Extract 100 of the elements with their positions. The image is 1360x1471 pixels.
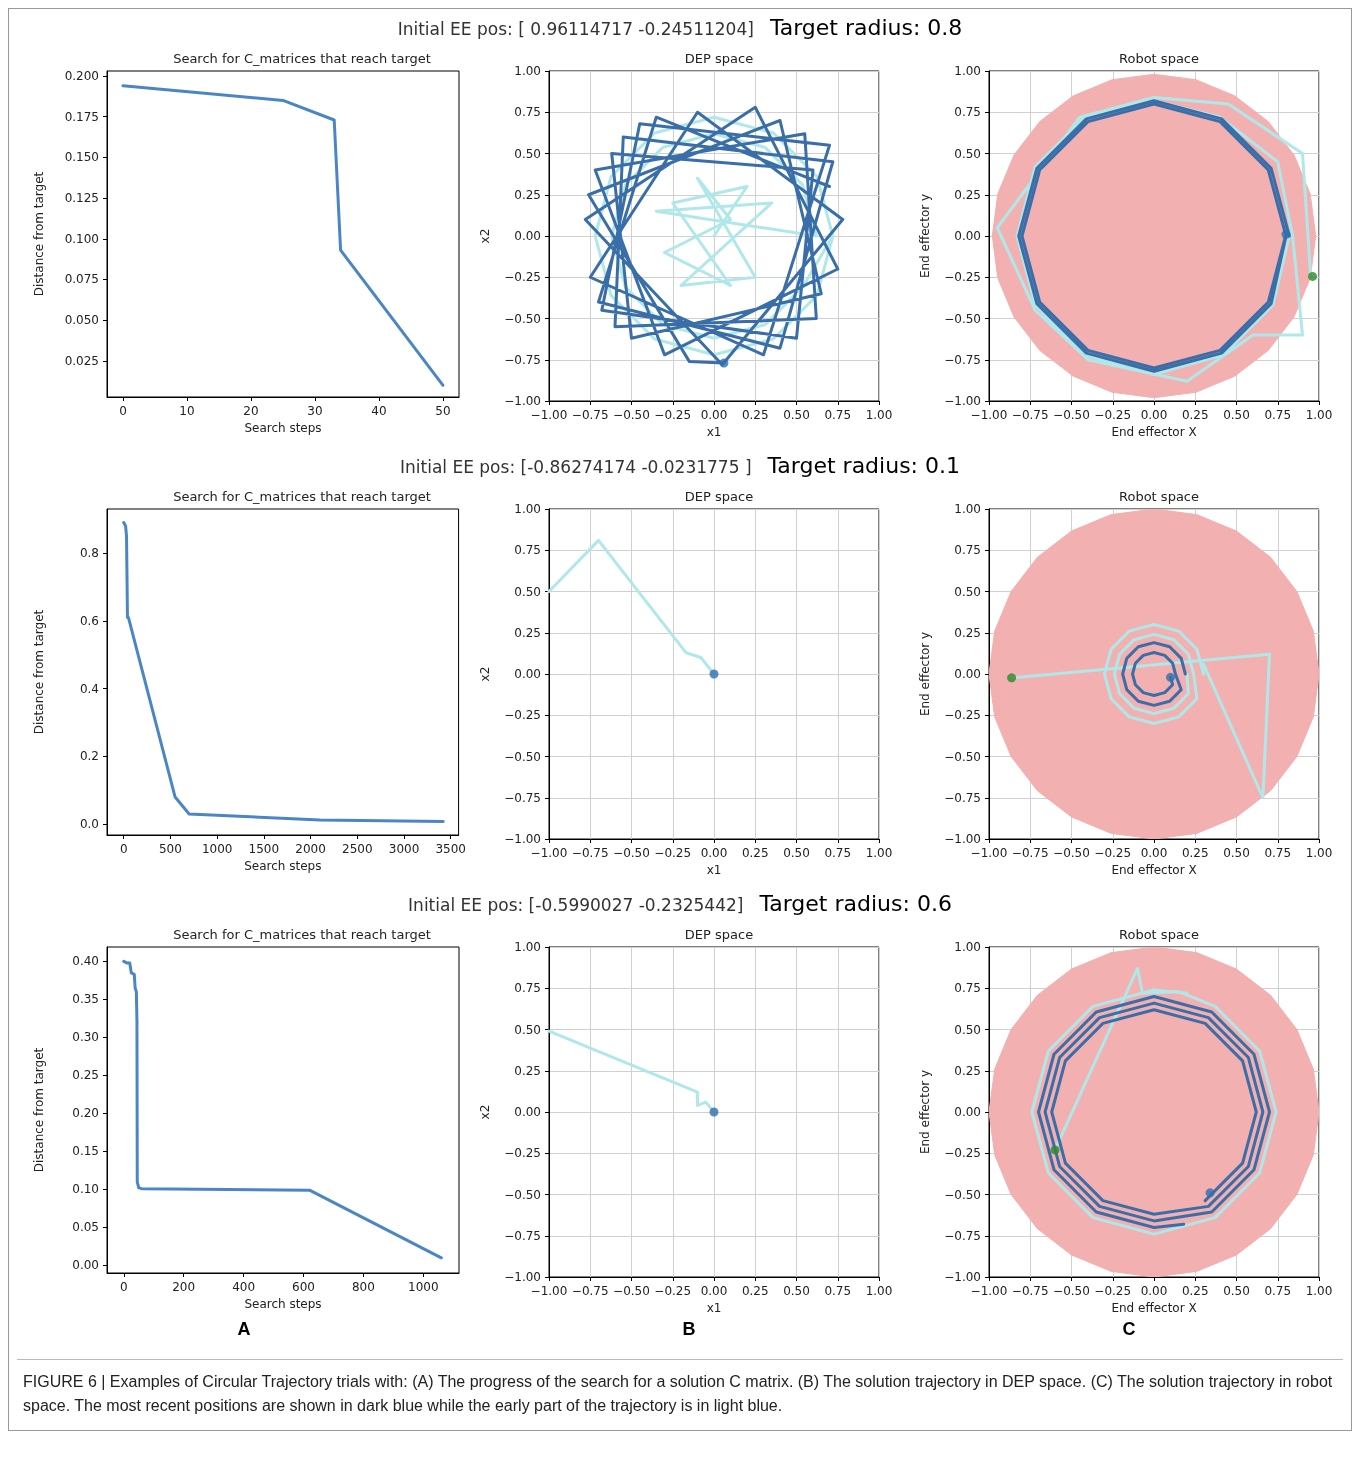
y-tick-label: 0.075	[64, 272, 99, 287]
x-tick-label: 10	[179, 404, 195, 418]
x-tick-label: 2000	[295, 842, 326, 856]
x-tick-label: 0.00	[1140, 846, 1168, 860]
x-tick-label: −0.75	[1011, 1284, 1049, 1298]
y-tick-label: 1.00	[514, 940, 541, 954]
x-tick-label: 400	[232, 1280, 256, 1294]
y-tick-label: −0.75	[504, 1228, 541, 1243]
chart-title: Robot space	[1119, 51, 1199, 66]
y-tick-label: 0.050	[64, 313, 99, 328]
y-tick-label: 0.30	[72, 1030, 99, 1045]
y-tick-label: 0.0	[79, 817, 99, 832]
x-tick-label: −0.50	[613, 846, 650, 860]
x-tick-label: −0.75	[571, 408, 609, 422]
line-series	[1037, 995, 1271, 1229]
x-tick-label: 0.25	[741, 846, 769, 860]
y-axis-title: Distance from target	[32, 171, 46, 297]
y-tick-label: −0.25	[944, 1146, 981, 1161]
caption: FIGURE 6 | Examples of Circular Trajectory trials with: (A) The progress of the search for a solution C matrix. (B) The solution trajectory in DEP space. (C) The solution trajectory in robot space. The most recent positions are shown in dark blue while the early part of the trajectory is in light blue.	[23, 1372, 1334, 1416]
y-tick-label: 0.00	[954, 667, 981, 681]
y-tick-label: 0.75	[514, 105, 541, 120]
x-tick-label: 0	[119, 404, 127, 418]
y-tick-label: 0.25	[72, 1068, 99, 1083]
x-tick-label: 0.50	[1223, 846, 1250, 860]
y-tick-label: −0.75	[944, 1228, 981, 1243]
x-tick-label: −0.25	[1094, 408, 1132, 422]
y-tick-label: 0.50	[954, 1022, 981, 1037]
y-tick-label: −1.00	[504, 832, 541, 846]
x-tick-label: −1.00	[970, 408, 1008, 422]
y-tick-label: −1.00	[944, 1270, 981, 1284]
x-axis-title: Search steps	[244, 1296, 322, 1311]
x-tick-label: 0.75	[824, 1284, 852, 1298]
y-tick-label: 0.00	[514, 1105, 541, 1119]
y-axis-title: End effector y	[918, 631, 932, 717]
chart-title: Search for C_matrices that reach target	[173, 489, 431, 504]
y-tick-label: 0.40	[72, 954, 99, 969]
x-tick-label: 0.25	[1181, 846, 1209, 860]
x-tick-label: −0.25	[654, 846, 692, 860]
y-tick-label: 1.00	[954, 502, 981, 516]
x-tick-label: −0.50	[613, 1284, 650, 1298]
x-tick-label: −0.75	[571, 1284, 609, 1298]
y-tick-label: 0.25	[954, 187, 981, 202]
chart-title: Search for C_matrices that reach target	[173, 927, 431, 942]
text: B	[681, 1319, 697, 1341]
y-tick-label: −0.75	[944, 790, 981, 805]
text: Target radius: 0.6	[759, 891, 952, 916]
x-tick-label: 0.50	[1223, 408, 1250, 422]
x-axis-title: End effector X	[1111, 424, 1197, 439]
x-tick-label: 0.25	[1181, 408, 1209, 422]
y-tick-label: 0.35	[72, 992, 99, 1007]
x-tick-label: −0.25	[1094, 846, 1132, 860]
x-tick-label: 1500	[248, 842, 280, 856]
x-tick-label: −0.50	[1053, 408, 1090, 422]
x-tick-label: −0.75	[571, 846, 609, 860]
x-tick-label: 500	[158, 842, 182, 856]
y-tick-label: −0.75	[504, 790, 541, 805]
y-tick-label: 0.00	[954, 1105, 981, 1119]
x-tick-label: 20	[243, 404, 259, 418]
y-axis-title: End effector y	[918, 193, 932, 279]
x-tick-label: 0.25	[741, 1284, 769, 1298]
chart-title: DEP space	[684, 489, 754, 504]
x-tick-label: −0.50	[613, 408, 650, 422]
x-tick-label: 2500	[342, 842, 373, 856]
line-series	[1030, 966, 1278, 1236]
y-tick-label: 0.05	[72, 1220, 99, 1235]
y-tick-label: 0.50	[954, 146, 981, 161]
y-tick-label: 0.00	[514, 229, 541, 243]
y-tick-label: −0.75	[504, 352, 541, 367]
x-tick-label: 200	[172, 1280, 196, 1294]
y-tick-label: 0.25	[514, 1063, 541, 1078]
y-tick-label: −0.25	[504, 708, 541, 723]
y-axis-title: x2	[478, 666, 492, 682]
line-series	[122, 521, 445, 823]
y-tick-label: −0.50	[944, 749, 981, 764]
x-tick-label: 3000	[388, 842, 420, 856]
y-tick-label: 0.75	[954, 981, 981, 996]
y-tick-label: −1.00	[944, 394, 981, 408]
x-tick-label: 600	[292, 1280, 315, 1294]
x-tick-label: −0.25	[1094, 1284, 1132, 1298]
y-tick-label: 0.6	[79, 613, 99, 628]
y-axis-title: x2	[478, 1104, 492, 1120]
x-tick-label: 1.00	[865, 846, 893, 860]
x-tick-label: −0.75	[1011, 408, 1049, 422]
y-tick-label: 0.200	[64, 69, 99, 84]
y-tick-label: −1.00	[504, 1270, 541, 1284]
text: Initial EE pos: [ 0.96114717 -0.24511204]	[397, 19, 754, 39]
x-tick-label: 0.75	[824, 408, 852, 422]
y-tick-label: 0.100	[64, 231, 99, 246]
x-tick-label: −1.00	[530, 1284, 568, 1298]
x-tick-label: 1000	[408, 1280, 439, 1294]
y-tick-label: 0.25	[514, 625, 541, 640]
chart-title: DEP space	[684, 51, 754, 66]
y-tick-label: 0.00	[72, 1258, 99, 1273]
y-tick-label: 0.2	[79, 749, 99, 764]
y-tick-label: 0.8	[79, 546, 99, 561]
y-tick-label: −0.50	[504, 311, 541, 326]
y-axis-title: x2	[478, 228, 492, 244]
x-tick-label: 1.00	[865, 1284, 893, 1298]
x-tick-label: 800	[351, 1280, 375, 1294]
chart-title: Robot space	[1119, 927, 1199, 942]
